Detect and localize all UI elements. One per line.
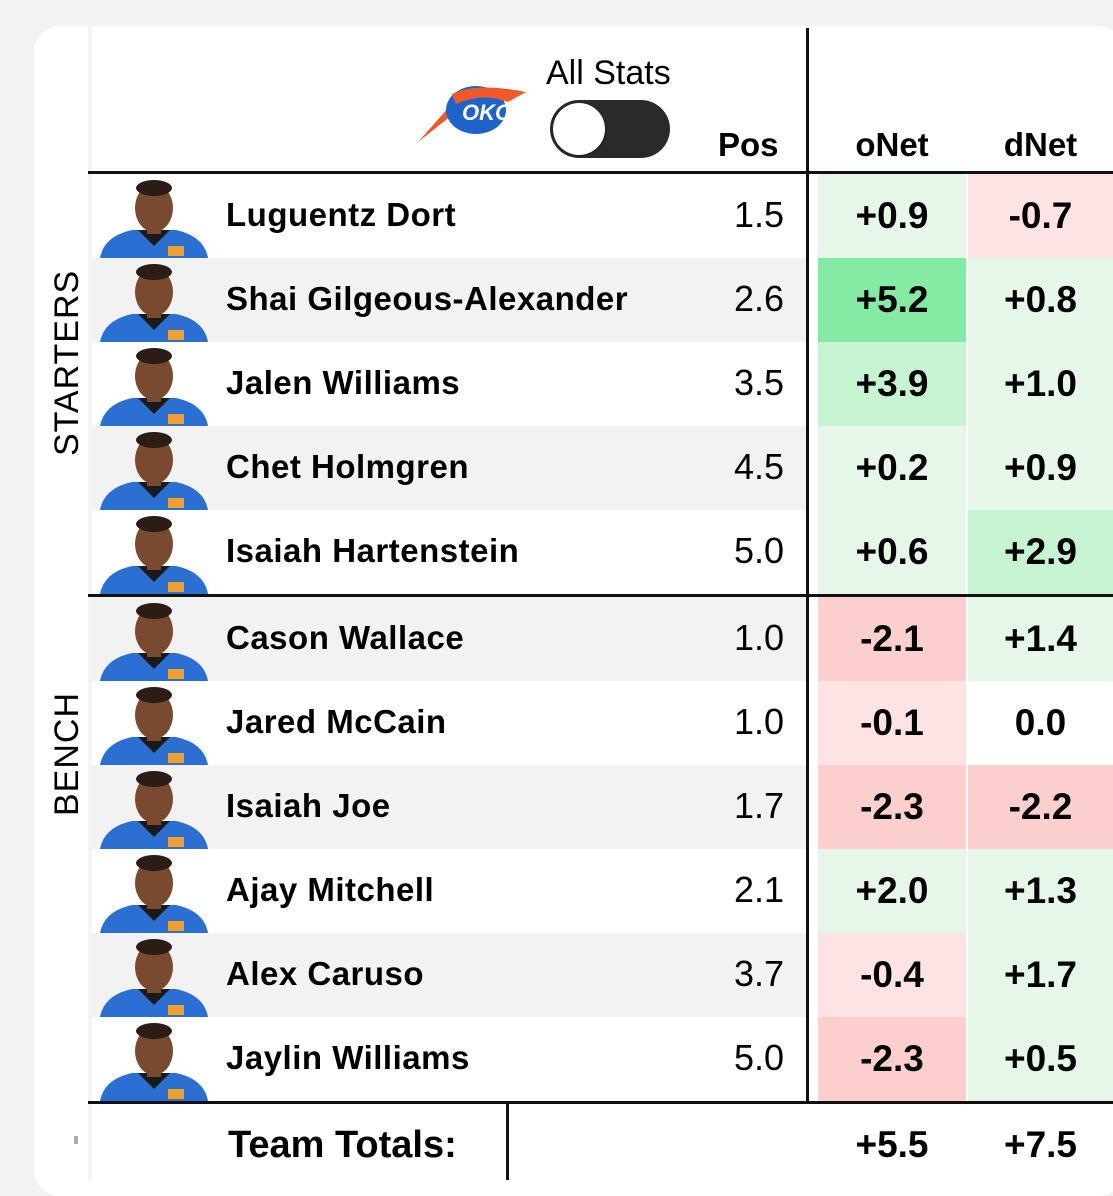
player-pos: 1.0 (733, 617, 784, 658)
onet-value: -2.3 (818, 1017, 966, 1101)
player-photo (92, 681, 216, 765)
all-stats-label: All Stats (546, 54, 671, 92)
player-name: Isaiah Joe (226, 787, 391, 824)
player-photo (92, 933, 216, 1017)
group-label-bench: BENCH (48, 691, 86, 816)
row-background (92, 258, 806, 342)
player-name: Jalen Williams (226, 364, 461, 401)
column-header-pos[interactable]: Pos (718, 126, 779, 163)
player-name: Cason Wallace (226, 619, 465, 656)
player-photo (92, 510, 216, 594)
player-photo (92, 258, 216, 342)
row-background (92, 174, 806, 258)
dnet-value: +1.7 (968, 933, 1113, 1017)
player-row[interactable]: Jalen Williams 3.5 +3.9 +1.0 (92, 342, 1113, 426)
svg-text:OKC: OKC (462, 100, 512, 125)
row-background (92, 681, 806, 765)
player-name: Chet Holmgren (226, 448, 470, 485)
totals-divider-vertical (506, 1104, 509, 1180)
team-totals-label: Team Totals: (228, 1124, 457, 1166)
player-pos: 5.0 (733, 530, 784, 571)
column-header-onet[interactable]: oNet (855, 126, 929, 163)
player-row[interactable]: Jared McCain 1.0 -0.1 0.0 (92, 681, 1113, 765)
onet-value: -2.3 (818, 765, 966, 849)
starters-bench-divider (88, 594, 1113, 597)
player-row[interactable]: Isaiah Hartenstein 5.0 +0.6 +2.9 (92, 510, 1113, 594)
dnet-value: +0.8 (968, 258, 1113, 342)
row-background (92, 510, 806, 594)
player-row[interactable]: Isaiah Joe 1.7 -2.3 -2.2 (92, 765, 1113, 849)
all-stats-toggle[interactable] (550, 100, 670, 158)
column-divider (806, 28, 809, 1102)
totals-divider (88, 1101, 1113, 1104)
player-pos: 1.7 (733, 785, 784, 826)
player-name: Isaiah Hartenstein (226, 532, 520, 569)
player-name: Alex Caruso (226, 955, 425, 992)
player-name: Jaylin Williams (226, 1039, 470, 1076)
onet-value: +3.9 (818, 342, 966, 426)
player-pos: 3.5 (733, 362, 784, 403)
player-name: Luguentz Dort (226, 196, 457, 233)
row-background (92, 849, 806, 933)
player-row[interactable]: Alex Caruso 3.7 -0.4 +1.7 (92, 933, 1113, 1017)
group-label-starters: STARTERS (48, 269, 86, 456)
row-background (92, 597, 806, 681)
dnet-value: 0.0 (968, 681, 1113, 765)
onet-value: -0.4 (818, 933, 966, 1017)
row-background (92, 1017, 806, 1101)
dnet-value: +1.0 (968, 342, 1113, 426)
player-pos: 5.0 (733, 1037, 784, 1078)
row-background (92, 933, 806, 1017)
team-total-dnet: +7.5 (1003, 1124, 1078, 1165)
dnet-value: +1.4 (968, 597, 1113, 681)
row-background (92, 426, 806, 510)
column-header-dnet[interactable]: dNet (1003, 126, 1078, 163)
dnet-value: -0.7 (968, 174, 1113, 258)
player-photo (92, 765, 216, 849)
player-name: Ajay Mitchell (226, 871, 435, 908)
player-name: Shai Gilgeous-Alexander (226, 280, 629, 317)
row-background (92, 765, 806, 849)
header-divider (88, 171, 1113, 174)
row-background (92, 342, 806, 426)
player-photo (92, 849, 216, 933)
player-row[interactable]: Ajay Mitchell 2.1 +2.0 +1.3 (92, 849, 1113, 933)
toggle-knob (553, 103, 605, 155)
dnet-value: +0.9 (968, 426, 1113, 510)
player-row[interactable]: Luguentz Dort 1.5 +0.9 -0.7 (92, 174, 1113, 258)
player-photo (92, 1017, 216, 1101)
player-pos: 1.5 (733, 194, 784, 235)
onet-value: +0.2 (818, 426, 966, 510)
player-pos: 1.0 (733, 701, 784, 742)
player-row[interactable]: Cason Wallace 1.0 -2.1 +1.4 (92, 597, 1113, 681)
onet-value: -2.1 (818, 597, 966, 681)
player-name: Jared McCain (226, 703, 447, 740)
onet-value: -0.1 (818, 681, 966, 765)
onet-value: +0.9 (818, 174, 966, 258)
player-row[interactable]: Jaylin Williams 5.0 -2.3 +0.5 (92, 1017, 1113, 1101)
okc-logo: OKC (418, 86, 526, 142)
player-row[interactable]: Chet Holmgren 4.5 +0.2 +0.9 (92, 426, 1113, 510)
onet-value: +0.6 (818, 510, 966, 594)
dnet-value: +2.9 (968, 510, 1113, 594)
left-strip (88, 26, 92, 1180)
player-pos: 2.6 (733, 278, 784, 319)
dnet-value: -2.2 (968, 765, 1113, 849)
player-pos: 3.7 (733, 953, 784, 994)
player-pos: 4.5 (733, 446, 784, 487)
onet-value: +5.2 (818, 258, 966, 342)
player-pos: 2.1 (733, 869, 784, 910)
player-photo (92, 597, 216, 681)
player-photo (92, 342, 216, 426)
player-row[interactable]: Shai Gilgeous-Alexander 2.6 +5.2 +0.8 (92, 258, 1113, 342)
player-photo (92, 174, 216, 258)
dnet-value: +1.3 (968, 849, 1113, 933)
divider-mark (74, 1136, 78, 1144)
team-total-onet: +5.5 (855, 1124, 929, 1165)
onet-value: +2.0 (818, 849, 966, 933)
dnet-value: +0.5 (968, 1017, 1113, 1101)
player-photo (92, 426, 216, 510)
